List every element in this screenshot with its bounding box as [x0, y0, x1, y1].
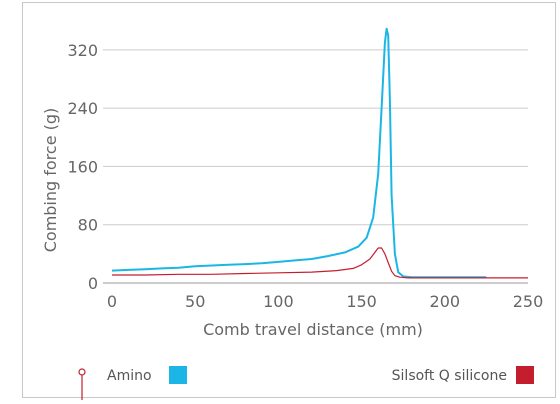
series-lines [111, 27, 528, 279]
y-tick-label-160: 160 [67, 157, 98, 176]
x-tick-label-250: 250 [513, 292, 544, 311]
legend-label-amino: Amino [107, 368, 152, 384]
series-line-amino [111, 27, 487, 279]
legend-swatch-silsoft [516, 366, 534, 384]
x-tick-labels: 0 50 100 150 200 250 [107, 292, 543, 311]
chart-frame [22, 2, 556, 398]
x-tick-label-150: 150 [346, 292, 377, 311]
series-line-silsoft-q-silicone [112, 247, 528, 279]
y-tick-labels: 0 80 160 240 320 [67, 41, 98, 293]
y-tick-label-320: 320 [67, 41, 98, 60]
y-tick-label-80: 80 [78, 216, 98, 235]
x-tick-label-200: 200 [430, 292, 461, 311]
x-tick-label-50: 50 [185, 292, 205, 311]
legend-pin-head [78, 368, 86, 376]
legend: Amino Silsoft Q silicone [78, 366, 534, 400]
x-tick-label-100: 100 [263, 292, 294, 311]
x-tick-label-0: 0 [107, 292, 117, 311]
y-tick-label-240: 240 [67, 99, 98, 118]
x-axis-title: Comb travel distance (mm) [203, 320, 423, 339]
y-tick-label-0: 0 [88, 274, 98, 293]
legend-swatch-amino [169, 366, 187, 384]
legend-label-silsoft: Silsoft Q silicone [392, 368, 507, 384]
grid-lines [103, 49, 528, 226]
y-axis-title: Combing force (g) [41, 108, 60, 253]
